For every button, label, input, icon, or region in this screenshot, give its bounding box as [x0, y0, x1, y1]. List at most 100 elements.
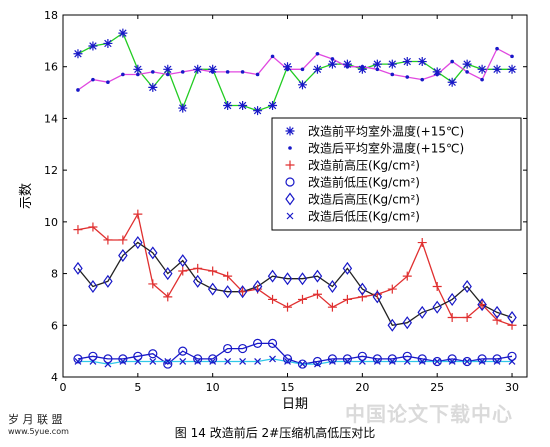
series-2-point: [163, 292, 173, 302]
series-3-point: [402, 351, 412, 361]
series-0-point: [178, 103, 188, 113]
series-1-point: [210, 70, 215, 74]
series-5-point: [209, 358, 217, 365]
series-4-point: [492, 305, 502, 319]
watermark-logo: 岁 月 联 盟 www.5yue.com: [8, 414, 69, 438]
series-5-point: [403, 358, 411, 365]
series-1-point: [390, 72, 395, 77]
series-5-point: [343, 358, 351, 365]
y-tick-label: 14: [44, 112, 58, 125]
y-tick-label: 18: [44, 9, 58, 22]
series-3-point: [357, 351, 367, 361]
series-4-point: [252, 279, 263, 294]
series-5-point: [433, 358, 441, 365]
series-3-point: [327, 354, 338, 364]
series-0-point: [253, 106, 263, 116]
series-5-point: [478, 358, 486, 365]
y-axis-label: 示数: [19, 183, 34, 209]
series-3-point: [477, 354, 487, 364]
series-2-point: [193, 263, 203, 273]
series-0-point: [432, 67, 442, 77]
series-4-point: [387, 318, 398, 332]
series-0-point: [462, 59, 472, 69]
series-3-point: [372, 354, 382, 364]
series-0-point: [492, 64, 502, 74]
series-3-point: [193, 354, 203, 364]
watermark-right: 中国论文下载中心: [345, 402, 513, 426]
axis-ticks: 0 5 10 15 20 25 30 4 6 8 10 12 14 16 18: [44, 9, 527, 394]
series-2-point: [447, 313, 457, 323]
series-4-point: [222, 285, 233, 299]
series-3-point: [88, 351, 98, 361]
legend-box: [271, 117, 522, 231]
series-4-point: [342, 261, 353, 275]
series-2-point: [297, 294, 307, 304]
series-4-point: [357, 282, 368, 296]
series-5-point: [388, 358, 396, 365]
series-5-point: [149, 358, 157, 365]
series-3-point: [462, 356, 472, 367]
series-0-point: [208, 64, 218, 74]
y-tick-label: 8: [51, 268, 58, 281]
series-0-point: [103, 38, 113, 48]
series-0-point: [283, 62, 293, 72]
series-1-point: [510, 54, 514, 59]
figure-caption: 图 14 改造前后 2#压缩机高低压对比: [174, 426, 376, 440]
series-line-2: [77, 212, 513, 326]
legend-entry-0: 改造前平均室外温度(+15℃): [308, 124, 464, 139]
legend-marker-0: [285, 126, 295, 136]
legend-marker-4: [285, 192, 295, 206]
series-2-point: [417, 238, 427, 248]
series-1-point: [106, 80, 110, 85]
series-4-point: [103, 274, 113, 288]
series-0-point: [73, 49, 83, 59]
series-2-point: [327, 302, 337, 312]
x-tick-label: 0: [60, 381, 67, 394]
x-axis-label: 日期: [282, 397, 308, 412]
y-tick-label: 12: [44, 164, 58, 177]
series-4-point: [297, 272, 308, 286]
series-2-point: [477, 300, 487, 310]
series-0-point: [477, 64, 487, 74]
series-1-point: [151, 70, 155, 74]
chart-canvas: 0 5 10 15 20 25 30 4 6 8 10 12 14 16 18 日期 示数 改造前平均室外温…: [19, 9, 528, 412]
series-5-point: [493, 358, 501, 365]
series-1-point: [360, 64, 365, 69]
legend-marker-5: [286, 212, 294, 220]
series-5-point: [254, 358, 262, 365]
y-tick-label: 6: [51, 319, 58, 332]
series-5-point: [269, 355, 276, 363]
series-4-point: [327, 279, 338, 294]
series-5-point: [134, 358, 142, 365]
series-2-point: [342, 294, 352, 304]
series-0-point: [268, 101, 278, 110]
series-4-point: [282, 272, 293, 286]
series-1-point: [255, 72, 260, 77]
series-3-point: [447, 354, 457, 364]
series-1-point: [225, 70, 230, 74]
series-3-point: [148, 349, 158, 359]
series-5-point: [358, 358, 366, 365]
x-tick-label: 20: [355, 381, 369, 394]
series-5-point: [179, 358, 187, 365]
series-0-point: [342, 59, 352, 69]
series-markers: [73, 28, 517, 369]
series-1-point: [450, 59, 454, 64]
series-0-point: [372, 59, 382, 69]
series-2-point: [73, 225, 83, 235]
series-4-point: [192, 274, 203, 288]
x-tick-label: 30: [505, 381, 519, 394]
y-tick-label: 10: [44, 216, 58, 229]
y-tick-label: 4: [51, 371, 58, 384]
series-1-point: [315, 51, 320, 56]
series-0-point: [327, 59, 337, 69]
series-3-point: [342, 354, 352, 364]
series-1-point: [480, 77, 484, 82]
series-5-point: [119, 358, 127, 365]
series-3-point: [133, 351, 143, 361]
x-tick-label: 10: [206, 381, 220, 394]
series-5-point: [284, 358, 291, 365]
series-2-point: [178, 266, 188, 276]
series-1-point: [375, 67, 380, 72]
series-0-point: [118, 28, 128, 38]
